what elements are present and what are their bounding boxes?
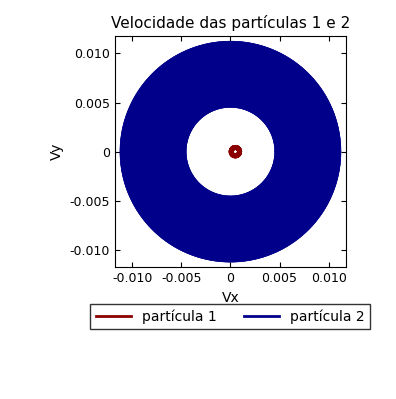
- Title: Velocidade das partículas 1 e 2: Velocidade das partículas 1 e 2: [111, 15, 350, 31]
- Legend: partícula 1, partícula 2: partícula 1, partícula 2: [91, 304, 370, 330]
- Y-axis label: Vy: Vy: [50, 143, 64, 160]
- X-axis label: Vx: Vx: [222, 290, 239, 304]
